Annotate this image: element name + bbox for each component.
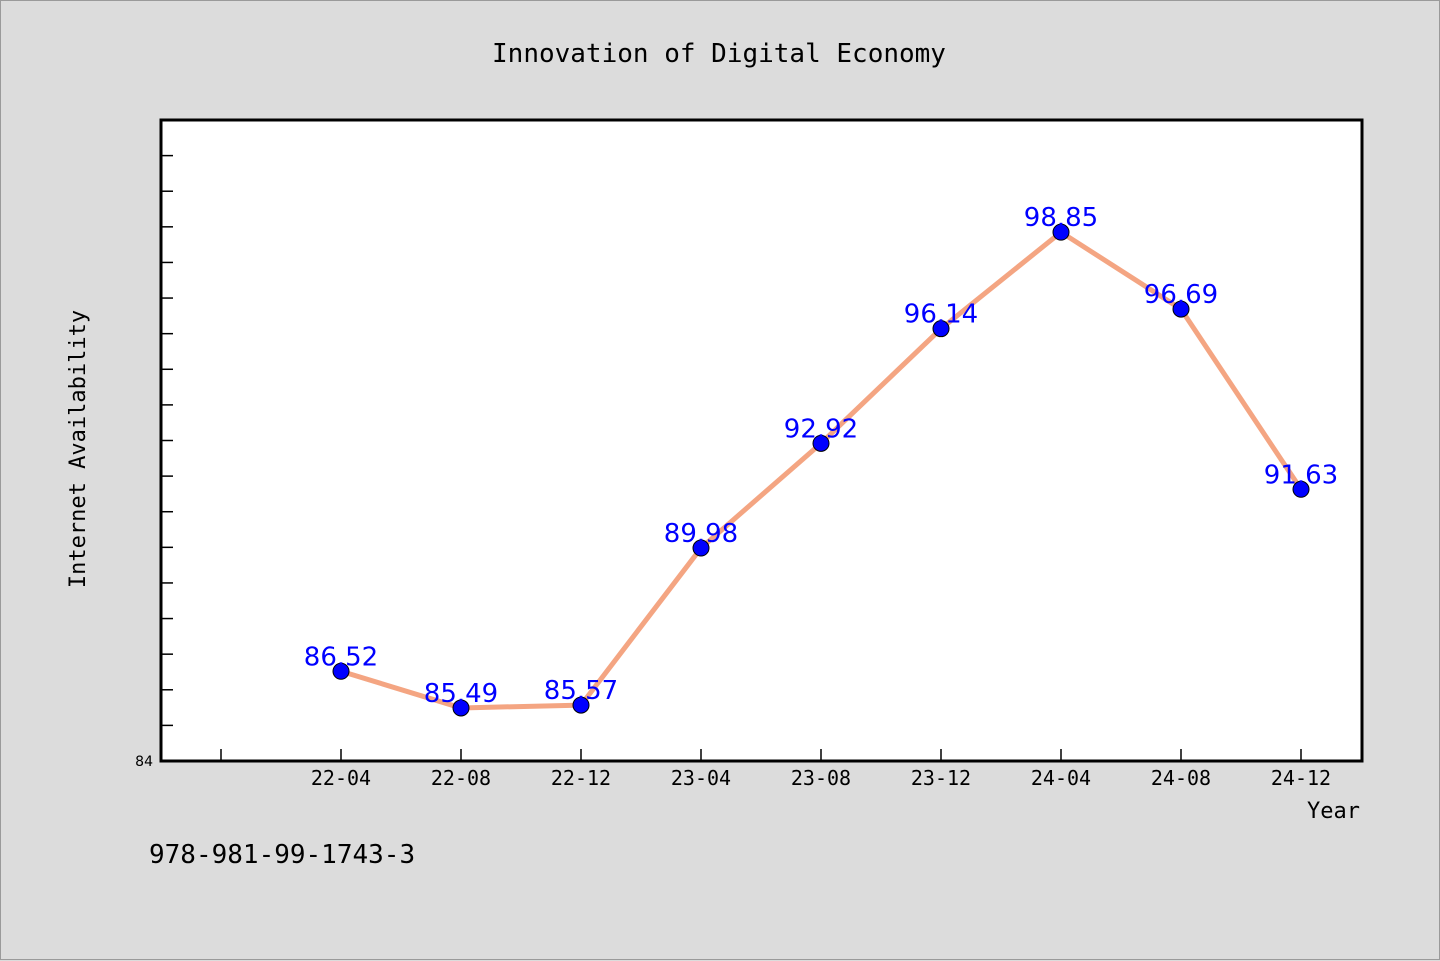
data-label: 85.49: [424, 679, 498, 709]
data-point: [932, 320, 950, 338]
x-tick-label: 24-12: [1271, 766, 1331, 790]
data-point: [452, 699, 470, 717]
data-point: [332, 662, 350, 680]
data-label: 96.14: [904, 300, 978, 330]
y-axis-tick-labels: 84: [135, 754, 153, 770]
data-point: [1292, 480, 1310, 498]
data-point: [812, 434, 830, 452]
x-tick-label: 24-08: [1151, 766, 1211, 790]
x-axis-ticks: [220, 749, 1302, 761]
y-tick-label: 84: [135, 754, 153, 770]
plot-area: [159, 118, 1364, 763]
x-tick-label: 23-04: [671, 766, 731, 790]
data-point: [572, 696, 590, 714]
x-axis-tick-labels: 22-04 22-08 22-12 23-04 23-08 23-12 24-04 24-08…: [311, 766, 1331, 790]
data-label: 85.57: [544, 676, 618, 706]
data-label: 91.63: [1264, 460, 1338, 490]
x-tick-label: 24-04: [1031, 766, 1091, 790]
data-label: 96.69: [1144, 280, 1218, 310]
data-label: 92.92: [784, 414, 858, 444]
data-point: [1172, 300, 1190, 318]
data-label: 98.85: [1024, 203, 1098, 233]
x-tick-label: 22-04: [311, 766, 371, 790]
data-point: [1052, 223, 1070, 241]
data-label: 89.98: [664, 519, 738, 549]
x-tick-label: 22-12: [551, 766, 611, 790]
x-axis-title: Year: [1307, 799, 1360, 824]
x-tick-label: 23-08: [791, 766, 851, 790]
markers-group: [332, 223, 1310, 717]
y-axis-title: Internet Availability: [66, 310, 91, 588]
data-label: 86.52: [304, 642, 378, 672]
y-axis-ticks: [161, 154, 173, 727]
x-tick-label: 23-12: [911, 766, 971, 790]
data-labels-group: 86.52 85.49 85.57 89.98 92.92 96.14 98.85 96.69…: [304, 203, 1338, 709]
x-tick-label: 22-08: [431, 766, 491, 790]
data-point: [692, 539, 710, 557]
chart-title: Innovation of Digital Economy: [492, 39, 946, 69]
isbn-footer: 978-981-99-1743-3: [149, 840, 415, 870]
